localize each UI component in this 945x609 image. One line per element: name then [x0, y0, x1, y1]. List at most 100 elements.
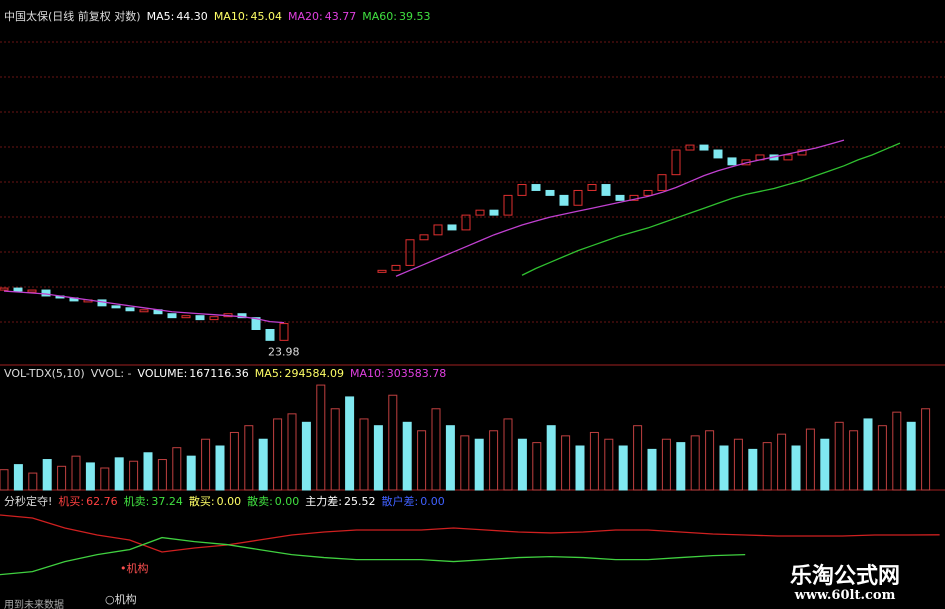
- candle: [531, 184, 541, 191]
- candle: [559, 194, 569, 206]
- candle: [503, 194, 513, 216]
- candle: [489, 209, 499, 216]
- indicator-label: MA10:: [213, 10, 249, 23]
- candle: [727, 157, 737, 166]
- volume-bar: [820, 438, 830, 491]
- grid: [0, 41, 945, 323]
- volume-bar: [575, 445, 585, 491]
- volume-bar: [474, 438, 484, 491]
- volume-bar: [373, 425, 383, 491]
- volume-bar: [445, 425, 455, 491]
- volume-bar: [589, 431, 599, 491]
- volume-bar: [273, 418, 283, 491]
- indicator-value: 62.76: [86, 495, 118, 508]
- volume-bar: [834, 421, 844, 491]
- candle: [517, 184, 527, 196]
- volume-bar: [57, 465, 67, 491]
- volume-bar: [186, 455, 196, 491]
- volume-bar: [791, 445, 801, 491]
- indicator-value: 37.24: [151, 495, 183, 508]
- indicator-value: 294584.09: [284, 367, 345, 380]
- volume-bar: [359, 418, 369, 491]
- volume-bar: [388, 394, 398, 491]
- ma60-line: [521, 142, 901, 276]
- candle: [391, 264, 401, 271]
- candle: [685, 144, 695, 151]
- indicator-value: 45.04: [250, 10, 283, 23]
- ma20-line: [395, 139, 845, 277]
- volume-bar: [690, 435, 700, 491]
- volume-bar: [201, 438, 211, 491]
- volume-bar: [157, 459, 167, 491]
- candle: [167, 313, 177, 319]
- candle: [573, 189, 583, 206]
- title: VOL-TDX(5,10): [4, 367, 85, 380]
- candle: [377, 269, 387, 273]
- candle: [713, 149, 723, 159]
- indicator-label: MA5:: [254, 367, 283, 380]
- volume-bar: [777, 433, 787, 491]
- candle: [783, 154, 793, 161]
- candle: [615, 194, 625, 201]
- candle: [545, 189, 555, 196]
- candle: [27, 289, 37, 293]
- volume-bar: [42, 459, 52, 491]
- subtitle: VVOL: -: [90, 367, 132, 380]
- signal-header: 分秒定夺! 机买: 62.76 机卖: 37.24 散买: 0.00 散卖: 0.00 主力差: 2…: [4, 493, 451, 509]
- volume-bar: [316, 384, 326, 491]
- candle: [251, 317, 261, 330]
- volume-bar: [28, 472, 38, 491]
- indicator-label: 主力差:: [305, 495, 343, 508]
- candle: [657, 174, 667, 191]
- candle: [433, 224, 443, 236]
- indicator-label: 散卖:: [247, 495, 273, 508]
- volume-bar: [345, 396, 355, 491]
- volume-bar: [301, 421, 311, 491]
- candle: [405, 239, 415, 266]
- volume-bar: [618, 445, 628, 491]
- candle: [265, 329, 275, 341]
- volume-bar: [762, 442, 772, 491]
- candle: [209, 316, 219, 321]
- footer: 用到未来数据: [4, 600, 64, 609]
- sell-line: [0, 536, 746, 576]
- indicator-value: 43.77: [324, 10, 357, 23]
- volume-bar: [921, 408, 931, 491]
- volume-header: VOL-TDX(5,10) VVOL: - VOLUME: 167116.36 MA5:…: [4, 367, 452, 380]
- indicator-label: 散户差:: [381, 495, 419, 508]
- indicator-value: 25.52: [344, 495, 376, 508]
- indicator-value: 0.00: [420, 495, 445, 508]
- indicator-value: 303583.78: [386, 367, 447, 380]
- volume-bar: [215, 445, 225, 491]
- indicator-label: MA60:: [362, 10, 397, 23]
- candle: [181, 315, 191, 319]
- candle: [125, 307, 135, 312]
- indicator-label: MA20:: [288, 10, 323, 23]
- indicator-label: 机买:: [58, 495, 85, 508]
- volume-bar: [805, 428, 815, 491]
- title: 分秒定夺!: [4, 495, 53, 508]
- candle: [237, 313, 247, 319]
- buy-line: [0, 514, 940, 553]
- volume-bar: [0, 469, 9, 491]
- volume-bar: [719, 445, 729, 491]
- indicator-label: 机卖:: [123, 495, 150, 508]
- low-label: 23.98: [268, 345, 300, 358]
- volume-bar: [114, 457, 124, 491]
- volume-bar: [733, 438, 743, 491]
- volume-bar: [229, 431, 239, 491]
- indicator-value: 44.30: [176, 10, 208, 23]
- volume-bar: [287, 413, 297, 491]
- candle: [195, 315, 205, 321]
- indicator-label: MA10:: [350, 367, 385, 380]
- bottom-label: ○机构: [105, 592, 137, 606]
- volume-bar: [517, 438, 527, 491]
- volume-bar: [633, 425, 643, 491]
- candle: [0, 287, 9, 291]
- volume-bar: [661, 438, 671, 491]
- candle: [699, 144, 709, 151]
- ma20-line: [3, 290, 285, 324]
- candle: [447, 224, 457, 231]
